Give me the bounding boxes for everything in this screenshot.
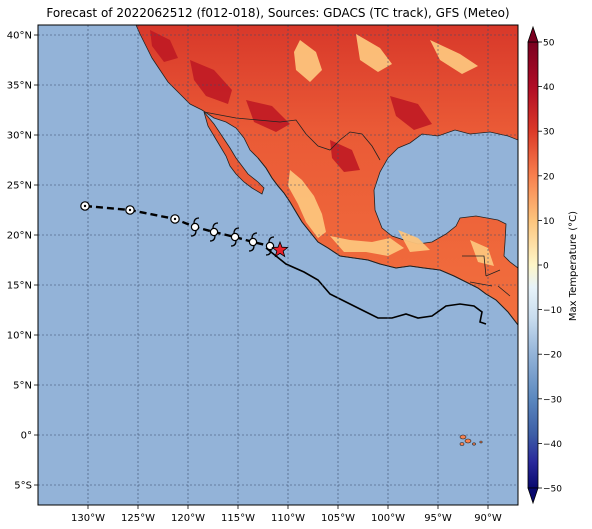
- colorbar-tick-label: 50: [543, 39, 555, 49]
- colorbar-tick-label: −20: [543, 351, 562, 361]
- hurricane-icon: [248, 232, 258, 252]
- track-point-dot: [83, 204, 87, 208]
- lat-tick-label: 5°N: [13, 381, 32, 392]
- colorbar-scale: [527, 41, 539, 489]
- lon-tick-label: 125°W: [121, 513, 155, 524]
- colorbar-tick-label: −10: [543, 306, 562, 316]
- colorbar-bottom-arrow: [527, 487, 539, 505]
- hurricane-icon: [265, 236, 275, 256]
- lat-tick-label: 30°N: [7, 131, 32, 142]
- map-frame: [37, 24, 519, 506]
- colorbar-tick-label: 0: [543, 262, 549, 272]
- lon-tick-label: 130°W: [71, 513, 105, 524]
- colorbar-tick-label: 20: [543, 172, 555, 182]
- graticule: [38, 25, 518, 505]
- lat-tick-label: 5°S: [14, 481, 32, 492]
- lon-tick-label: 115°W: [221, 513, 255, 524]
- hot-patches: [150, 30, 432, 172]
- lon-tick-label: 120°W: [171, 513, 205, 524]
- map-title: Forecast of 2022062512 (f012-018), Sourc…: [46, 6, 510, 20]
- latitude-labels: 40°N 35°N 30°N 25°N 20°N 15°N 10°N 5°N 0° 5°S: [7, 31, 38, 492]
- colorbar-tick-label: −50: [543, 485, 562, 495]
- lon-tick-label: 95°W: [424, 513, 452, 524]
- colorbar-label: Max Temperature (°C): [568, 211, 579, 321]
- track-point-dot: [128, 208, 132, 212]
- lat-tick-label: 25°N: [7, 181, 32, 192]
- lon-tick-label: 100°W: [371, 513, 405, 524]
- hurricane-icon: [190, 217, 200, 237]
- us-mexico-border: [203, 111, 381, 161]
- lat-tick-label: 20°N: [7, 231, 32, 242]
- colorbar-tick-label: −30: [543, 395, 562, 405]
- colorbar: 50 40 30 20 10 0 −10 −20 −30 −40 −50 Max Temperatu…: [527, 25, 579, 505]
- hurricane-icon: [209, 222, 219, 242]
- lat-tick-label: 40°N: [7, 31, 32, 42]
- colorbar-tick-label: 10: [543, 217, 555, 227]
- lon-tick-label: 90°W: [474, 513, 502, 524]
- galapagos-islands: [459, 434, 483, 446]
- hurricane-icon: [230, 227, 240, 247]
- track-point-dot: [173, 217, 177, 221]
- lat-tick-label: 10°N: [7, 331, 32, 342]
- elevation-patches: [288, 34, 494, 266]
- colorbar-tick-label: 30: [543, 128, 555, 138]
- central-america-borders: [462, 255, 511, 297]
- land-baja-california: [203, 111, 265, 195]
- forecast-path-line: [265, 247, 487, 325]
- pacific-coastline: [257, 157, 518, 326]
- colorbar-ticks: 50 40 30 20 10 0 −10 −20 −30 −40 −50: [538, 39, 562, 495]
- longitude-labels: 130°W 125°W 120°W 115°W 110°W 105°W 100°W 95°W 9…: [71, 505, 502, 524]
- lat-tick-label: 0°: [21, 431, 32, 442]
- colorbar-top-arrow: [527, 25, 539, 43]
- cyclone-track: [80, 201, 289, 258]
- colorbar-tick-label: −40: [543, 440, 562, 450]
- lon-tick-label: 110°W: [271, 513, 305, 524]
- lon-tick-label: 105°W: [321, 513, 355, 524]
- lat-tick-label: 35°N: [7, 81, 32, 92]
- current-position-star: [271, 240, 289, 258]
- colorbar-tick-label: 40: [543, 83, 555, 93]
- lat-tick-label: 15°N: [7, 281, 32, 292]
